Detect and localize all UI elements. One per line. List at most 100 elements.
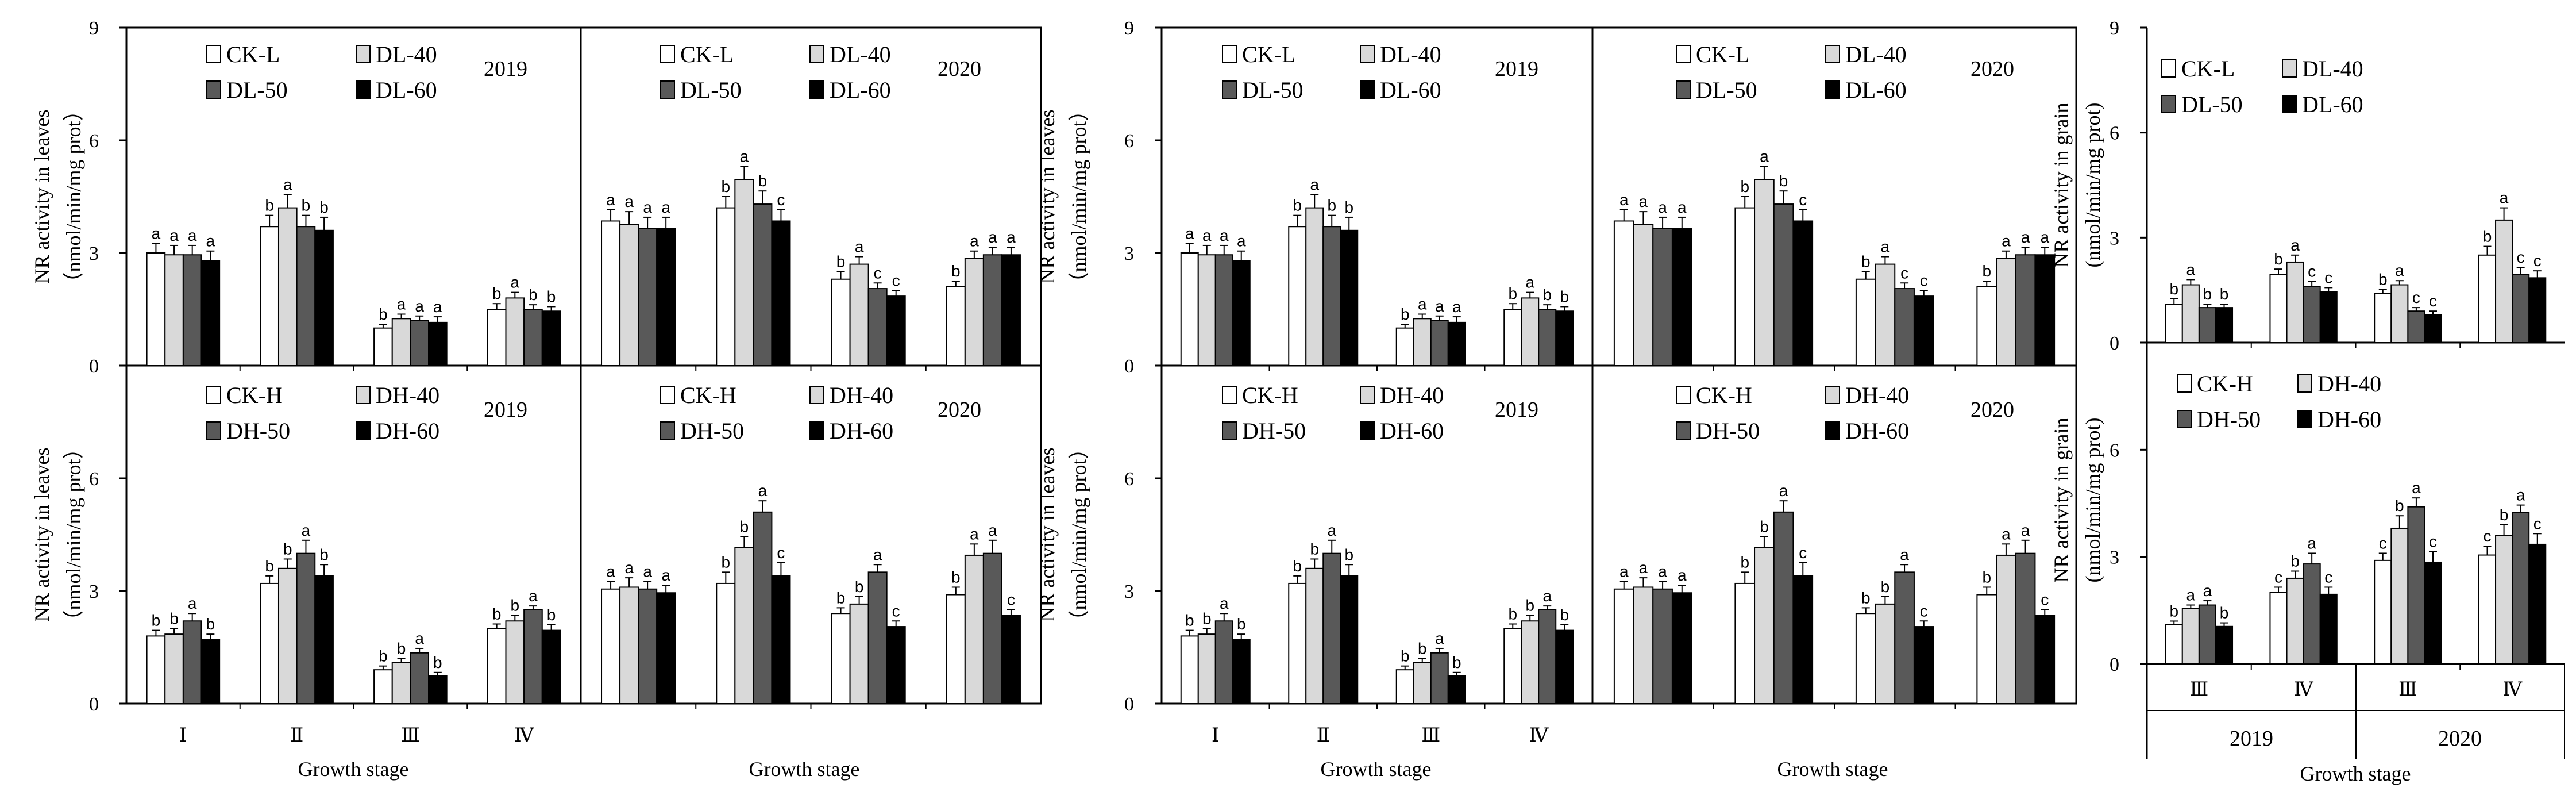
p9-sig-letter-DH-40-1: b	[2290, 552, 2300, 570]
p0-sig-letter-CK-L-3: b	[492, 285, 502, 302]
p6-bar-DH-60-1	[1340, 575, 1359, 704]
p9-xtick-label-0: Ⅲ	[2189, 679, 2208, 700]
p0-bar-DL-50-3	[523, 309, 543, 366]
p7-legend-swatch-DH-60	[1825, 421, 1840, 440]
p1-bar-CK-L-2	[831, 278, 851, 366]
xlabel-leaves-copy-a: Growth stage	[1321, 758, 1432, 781]
p3-sig-letter-DH-60-1: c	[777, 544, 785, 562]
p9-xtick-label-1: Ⅳ	[2294, 679, 2314, 700]
p7-bar-DH-50-0	[1652, 588, 1673, 704]
p9-bar-DH-40-3	[2495, 535, 2513, 665]
p5-sig-letter-CK-L-1: b	[1740, 178, 1749, 195]
p2-bar-DH-60-1	[314, 575, 334, 704]
p9-bar-CK-H-0	[2165, 624, 2183, 665]
p4-xtick-label-2: Ⅲ	[1421, 725, 1440, 746]
p3-sig-letter-DH-50-2: a	[873, 546, 882, 563]
p2-sig-letter-CK-H-0: b	[152, 612, 161, 629]
p6-bar-DH-40-2	[1413, 662, 1432, 704]
p7-sig-letter-DH-50-3: a	[2021, 521, 2030, 539]
p2-bar-DH-50-3	[523, 609, 543, 704]
p5-bar-CK-L-2	[1855, 278, 1876, 366]
p1-legend-swatch-DL-40	[809, 45, 824, 63]
p4-bar-CK-L-3	[1503, 309, 1522, 366]
p4-sig-letter-CK-L-1: b	[1293, 197, 1302, 214]
p0-sig-letter-DL-40-1: a	[283, 176, 292, 194]
p4-bar-DL-50-1	[1322, 226, 1341, 366]
p1-sig-letter-DL-60-2: c	[892, 271, 900, 289]
p3-legend-label-DH-40: DH-40	[830, 382, 893, 408]
p5-bar-DL-60-0	[1671, 228, 1692, 366]
p7-legend-label-DH-40: DH-40	[1845, 382, 1909, 408]
p5-sig-letter-DL-60-1: c	[1799, 191, 1807, 209]
p5-bar-DL-40-3	[1996, 258, 2016, 366]
p4-legend-swatch-DL-40	[1360, 45, 1375, 63]
p0-bar-CK-L-1	[260, 226, 279, 366]
p8-sig-letter-DL-50-0: b	[2203, 285, 2212, 303]
p8-legend-swatch-DL-60	[2282, 95, 2297, 113]
p9-legend-swatch-DH-50	[2177, 410, 2192, 428]
p9-sig-letter-CK-H-0: b	[2169, 602, 2178, 620]
p9-sig-letter-CK-H-1: c	[2274, 568, 2282, 586]
p1-sig-letter-DL-50-3: a	[988, 228, 997, 246]
p0-panel-year: 2019	[484, 57, 527, 81]
p0-bar-CK-L-0	[146, 252, 166, 366]
p6-bar-CK-H-0	[1180, 635, 1199, 705]
p8-legend-label-CK-L: CK-L	[2181, 56, 2235, 82]
p6-bar-CK-H-3	[1503, 628, 1522, 705]
p2-panel-year: 2019	[484, 398, 527, 422]
p7-sig-letter-DH-50-0: a	[1658, 563, 1667, 581]
p5-legend-label-DL-50: DL-50	[1696, 77, 1757, 103]
p6-xtick-label-0: Ⅰ	[1212, 725, 1219, 746]
p5-bar-DL-40-0	[1633, 224, 1654, 366]
p0-bar-DL-40-1	[277, 207, 298, 366]
p5-bar-CK-L-3	[1976, 286, 1997, 366]
p6-ytick-label-6: 6	[1124, 468, 1134, 490]
p1-sig-letter-DL-50-2: c	[874, 264, 882, 282]
p5-bar-CK-L-1	[1734, 207, 1756, 366]
p6-sig-letter-DH-50-2: a	[1435, 629, 1444, 647]
p8-sig-letter-DL-40-1: a	[2290, 236, 2300, 254]
p1-sig-letter-DL-50-0: a	[643, 198, 652, 216]
p1-sig-letter-DL-40-2: a	[855, 238, 864, 256]
p6-sig-letter-DH-60-0: b	[1237, 615, 1246, 633]
ylabel-grain-top-1: NR activity in grain	[2050, 103, 2073, 268]
p0-sig-letter-CK-L-2: b	[379, 305, 388, 323]
p7-sig-letter-DH-50-2: a	[1900, 546, 1909, 563]
p0-bar-DL-60-0	[200, 260, 221, 367]
p6-bar-DH-50-0	[1214, 620, 1233, 705]
p8-sig-letter-DL-60-1: c	[2324, 268, 2332, 286]
p9-sig-letter-CK-H-3: c	[2484, 527, 2492, 545]
p1-sig-letter-CK-L-3: b	[951, 262, 961, 280]
p5-sig-letter-DL-60-2: c	[1920, 271, 1928, 289]
p9-legend-swatch-DH-60	[2297, 410, 2312, 428]
p8-ytick-label-0: 0	[2110, 333, 2119, 354]
p4-bar-CK-L-1	[1288, 226, 1307, 366]
p0-bar-CK-L-2	[373, 327, 393, 367]
p9-bar-DH-60-0	[2215, 625, 2234, 665]
p9-sig-letter-DH-40-3: b	[2500, 506, 2509, 524]
p5-sig-letter-DL-40-2: a	[1881, 238, 1890, 256]
p0-legend-swatch-DL-60	[356, 80, 371, 99]
p1-bar-DL-40-3	[964, 258, 984, 366]
p9-bar-CK-H-3	[2478, 554, 2497, 665]
p3-legend-label-DH-50: DH-50	[680, 418, 744, 444]
p8-legend-swatch-DL-50	[2161, 95, 2176, 113]
p7-sig-letter-DH-50-1: a	[1779, 482, 1788, 500]
p7-sig-letter-DH-60-2: c	[1920, 602, 1928, 620]
p1-sig-letter-DL-60-3: a	[1007, 228, 1016, 246]
p5-bar-DL-50-0	[1652, 228, 1673, 366]
p6-sig-letter-DH-50-3: a	[1542, 587, 1552, 605]
p0-xtick-label-2: Ⅲ	[401, 725, 420, 746]
p5-legend-label-DL-60: DL-60	[1845, 77, 1907, 103]
figure-grain: NR activity in grain (nmol/min/mg prot) …	[2050, 28, 2565, 785]
p3-sig-letter-CK-H-3: b	[951, 568, 961, 586]
p0-sig-letter-DL-50-3: b	[529, 286, 538, 304]
p8-legend-swatch-CK-L	[2161, 59, 2176, 78]
p3-legend-swatch-DH-60	[809, 421, 824, 440]
p3-bar-DH-50-3	[982, 552, 1002, 705]
p7-bar-CK-H-3	[1976, 594, 1997, 704]
ylabel-leaves-copy-bottom-1: NR activity in leaves	[1036, 448, 1059, 622]
p4-sig-letter-CK-L-3: b	[1508, 285, 1517, 302]
p4-legend-label-DL-60: DL-60	[1380, 77, 1441, 103]
p7-legend-swatch-CK-H	[1676, 386, 1691, 404]
